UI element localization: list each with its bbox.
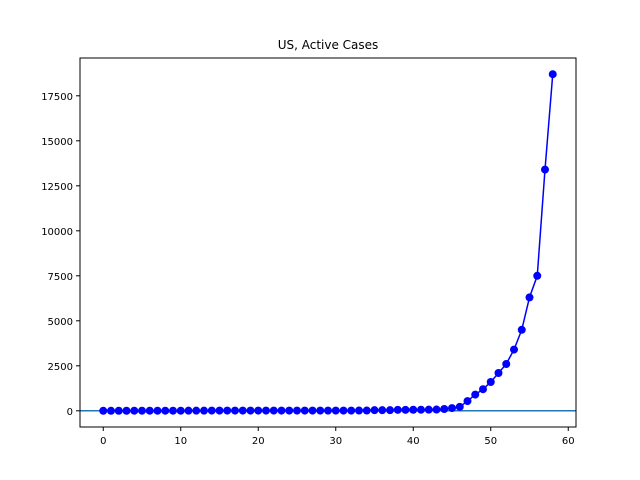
data-point [409, 405, 418, 414]
data-point [362, 406, 371, 415]
data-point [494, 369, 503, 377]
data-point [99, 406, 108, 415]
x-tick-label: 0 [100, 436, 106, 447]
y-tick-label: 0 [67, 407, 73, 418]
data-point [262, 406, 270, 415]
y-tick-label: 5000 [48, 317, 73, 328]
data-point [502, 360, 511, 368]
data-point [448, 404, 456, 413]
data-point [324, 406, 332, 415]
y-tick-label: 12500 [41, 182, 73, 193]
data-point [370, 406, 379, 415]
x-tick-label: 20 [252, 436, 265, 447]
data-point [347, 406, 356, 415]
data-point [541, 165, 549, 174]
data-point [246, 406, 255, 415]
x-tick-label: 50 [484, 436, 497, 447]
data-point [486, 378, 495, 386]
data-point [122, 406, 131, 415]
y-axis: 0 2500 5000 7500 10000 12500 15000 17500 [41, 92, 80, 418]
x-axis: 0 10 20 30 40 50 60 [100, 427, 575, 447]
data-point [479, 385, 487, 394]
data-point [339, 406, 348, 415]
data-point [192, 406, 201, 415]
y-tick-label: 15000 [41, 137, 73, 148]
data-point [200, 406, 208, 415]
data-point [378, 406, 387, 415]
data-point [269, 406, 278, 415]
data-point [440, 405, 449, 413]
data-point [424, 405, 433, 414]
data-point [300, 406, 309, 415]
data-point [417, 405, 425, 414]
data-point [223, 406, 232, 415]
data-point [401, 405, 410, 414]
y-tick-label: 17500 [41, 92, 73, 103]
data-point [471, 390, 480, 399]
data-point [254, 406, 263, 415]
data-point [161, 406, 170, 415]
x-tick-label: 60 [562, 436, 575, 447]
data-point [432, 405, 441, 414]
data-point [277, 406, 286, 415]
data-point [517, 325, 526, 334]
data-point [207, 406, 216, 415]
data-point [145, 406, 154, 415]
data-point [316, 406, 325, 415]
data-point [285, 406, 294, 415]
data-point [184, 406, 193, 415]
data-point [331, 406, 340, 415]
data-point [355, 406, 363, 415]
data-point [510, 345, 518, 354]
data-point [293, 406, 301, 415]
y-tick-label: 7500 [48, 272, 73, 283]
axes-frame [79, 57, 577, 428]
data-point [114, 406, 123, 415]
data-point [308, 406, 317, 415]
data-point [455, 402, 464, 411]
data-point [463, 397, 472, 406]
data-point [107, 406, 115, 415]
data-point [393, 405, 402, 414]
data-point [386, 406, 394, 415]
x-tick-label: 10 [174, 436, 187, 447]
data-point [153, 406, 162, 415]
data-point [548, 70, 557, 79]
data-point [169, 406, 177, 415]
y-tick-label: 10000 [41, 227, 73, 238]
data-point [533, 271, 542, 280]
x-tick-label: 40 [407, 436, 420, 447]
data-point [130, 406, 139, 415]
data-point [525, 293, 534, 302]
data-point [138, 406, 146, 415]
plot-area [80, 70, 576, 415]
y-tick-label: 2500 [48, 362, 73, 373]
data-point [176, 406, 185, 415]
data-point [231, 406, 239, 415]
chart-title: US, Active Cases [278, 38, 379, 52]
data-point [238, 406, 247, 415]
data-point [215, 406, 224, 415]
x-tick-label: 30 [329, 436, 342, 447]
